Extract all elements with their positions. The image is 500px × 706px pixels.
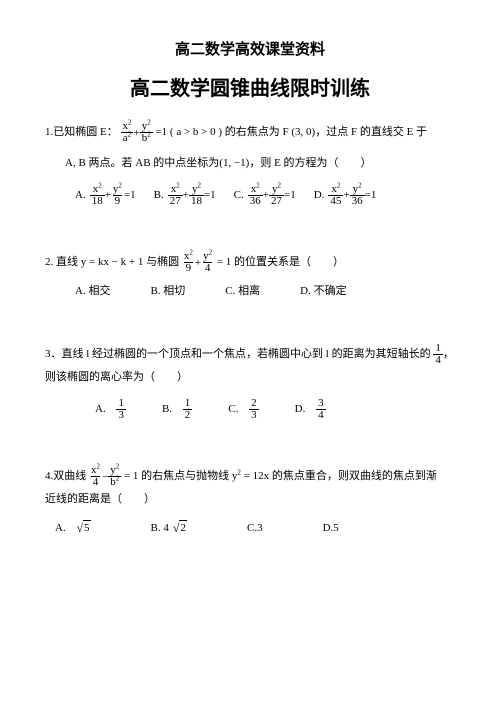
p1-cond: =1 ( a > b > 0 ) 的右焦点为 F (3, 0)，过点 F 的直线… <box>155 126 427 138</box>
p1-b-d2: 18 <box>189 195 204 207</box>
p2-equation: x29+y24 <box>182 251 214 274</box>
p1-equation: x2a2 + y2b2 <box>120 121 152 144</box>
p3-options: A. 13 B. 12 C. 23 D. 34 <box>45 398 455 421</box>
p4-mid: = 1 的右焦点与抛物线 y <box>124 470 237 482</box>
p4-a-label: A. <box>55 521 66 536</box>
p2-suffix: = 1 的位置关系是（ ） <box>217 256 344 268</box>
p4-opt-d: D.5 <box>323 521 339 536</box>
p4-opt-b: B. 42 <box>151 520 187 537</box>
p4-prefix: 4.双曲线 <box>45 470 86 482</box>
p1-opt-c: C. x236+y227=1 <box>234 184 296 207</box>
p2-opt-d: D. 不确定 <box>300 284 346 299</box>
problem-3: 3．直线 l 经过椭圆的一个顶点和一个焦点，若椭圆中心到 l 的距离为其短轴长的… <box>45 343 455 421</box>
p3-b-label: B. <box>162 402 172 417</box>
p2-opt-a: A. 相交 <box>75 284 110 299</box>
p1-c-d2: 27 <box>269 195 284 207</box>
p2-opt-c: C. 相离 <box>225 284 260 299</box>
p3-a-label: A. <box>95 402 106 417</box>
p2-prefix: 2. 直线 y = kx − k + 1 与椭圆 <box>45 256 179 268</box>
p1-prefix: 已知椭圆 E： <box>53 126 117 138</box>
p3-opt-d: D. 34 <box>295 398 326 421</box>
p4-line2: 近线的距离是（ ） <box>45 488 455 510</box>
p4-options: A. 5 B. 42 C.3 D.5 <box>45 520 455 537</box>
p1-opt-b: B. x227+y218=1 <box>154 184 216 207</box>
p1-options: A. x218+y29=1 B. x227+y218=1 C. x236+y22… <box>45 184 455 207</box>
p1-d-d1: 45 <box>328 195 343 207</box>
p3-line1b: ， <box>443 348 454 360</box>
p1-c-d1: 36 <box>248 195 263 207</box>
p1-line2: A, B 两点。若 AB 的中点坐标为(1, −1)，则 E 的方程为（ ） <box>45 152 455 174</box>
p1-c-label: C. <box>234 188 244 203</box>
p1-a-d1: 18 <box>90 195 105 207</box>
p4-opt-a: A. 5 <box>55 520 91 537</box>
p3-opt-a: A. 13 <box>95 398 126 421</box>
p4-opt-c: C.3 <box>247 521 263 536</box>
p3-opt-c: C. 23 <box>228 398 258 421</box>
p1-a-d2: 9 <box>113 195 123 207</box>
page-subtitle: 高二数学高效课堂资料 <box>45 40 455 61</box>
p1-opt-a: A. x218+y29=1 <box>75 184 136 207</box>
p4-mid2: = 12x 的焦点重合，则双曲线的焦点到渐 <box>241 470 437 482</box>
p2-opt-b: B. 相切 <box>150 284 185 299</box>
p1-d-label: D. <box>314 188 325 203</box>
p3-line1a: 3．直线 l 经过椭圆的一个顶点和一个焦点，若椭圆中心到 l 的距离为其短轴长的 <box>45 348 431 360</box>
p4-line1: 4.双曲线 x24−y2b2 = 1 的右焦点与抛物线 y2 = 12x 的焦点… <box>45 465 455 488</box>
p3-d-label: D. <box>295 402 306 417</box>
p1-d-d2: 36 <box>350 195 365 207</box>
p4-equation: x24−y2b2 <box>89 465 121 488</box>
p1-b-d1: 27 <box>168 195 183 207</box>
p3-line2: 则该椭圆的离心率为（ ） <box>45 366 455 388</box>
problem-4: 4.双曲线 x24−y2b2 = 1 的右焦点与抛物线 y2 = 12x 的焦点… <box>45 465 455 537</box>
p3-line1: 3．直线 l 经过椭圆的一个顶点和一个焦点，若椭圆中心到 l 的距离为其短轴长的… <box>45 343 455 366</box>
p1-num: 1. <box>45 126 53 138</box>
p2-options: A. 相交 B. 相切 C. 相离 D. 不确定 <box>45 284 455 299</box>
problem-2: 2. 直线 y = kx − k + 1 与椭圆 x29+y24 = 1 的位置… <box>45 251 455 299</box>
p4-b-label: B. 4 <box>151 521 169 536</box>
page-title: 高二数学圆锥曲线限时训练 <box>45 75 455 103</box>
p1-a-label: A. <box>75 188 86 203</box>
p3-opt-b: B. 12 <box>162 398 192 421</box>
p1-opt-d: D. x245+y236=1 <box>314 184 377 207</box>
p2-stem: 2. 直线 y = kx − k + 1 与椭圆 x29+y24 = 1 的位置… <box>45 251 455 274</box>
problem-1-stem: 1.已知椭圆 E： x2a2 + y2b2 =1 ( a > b > 0 ) 的… <box>45 121 455 144</box>
p3-c-label: C. <box>228 402 238 417</box>
problem-1: 1.已知椭圆 E： x2a2 + y2b2 =1 ( a > b > 0 ) 的… <box>45 121 455 207</box>
p1-b-label: B. <box>154 188 164 203</box>
